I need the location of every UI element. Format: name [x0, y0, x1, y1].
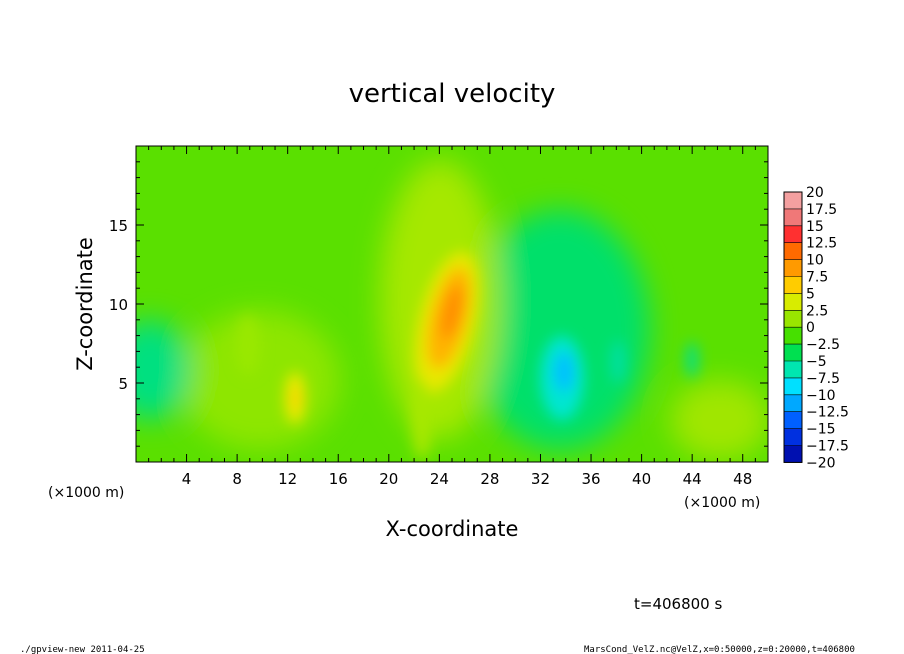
x-axis: 4 8 12 16 20 24 28 32 36 40 44 48 — [148, 146, 756, 488]
x-unit-label-right: (×1000 m) — [684, 495, 760, 511]
minor-up-2 — [412, 380, 432, 460]
chart-title: vertical velocity — [349, 79, 556, 109]
colorbar-label: 5 — [806, 286, 815, 302]
footer-left: ./gpview-new 2011-04-25 — [20, 645, 145, 654]
footer-right: MarsCond_VelZ.nc@VelZ,x=0:50000,z=0:2000… — [584, 645, 855, 654]
colorbar-swatch — [784, 394, 802, 412]
colorbar-label: −7.5 — [806, 371, 840, 387]
colorbar-swatch — [784, 293, 802, 311]
colorbar-swatch — [784, 445, 802, 463]
colorbar-label: 15 — [806, 219, 824, 235]
colorbar-label: 12.5 — [806, 236, 837, 252]
x-tick-label: 4 — [182, 470, 192, 488]
colorbar-label: 20 — [806, 185, 824, 201]
colorbar-swatch — [784, 259, 802, 277]
colorbar-swatch — [784, 242, 802, 260]
colorbar-swatch — [784, 192, 802, 209]
colorbar-swatch — [784, 276, 802, 294]
colorbar-label: −20 — [806, 455, 836, 471]
colorbar-swatch — [784, 377, 802, 395]
x-tick-label: 20 — [379, 470, 398, 488]
field-region-west-edge — [136, 320, 190, 420]
secondary-updraft-core — [292, 388, 300, 408]
colorbar-label: −12.5 — [806, 405, 849, 421]
heatmap-field — [136, 146, 768, 462]
minor-up-1 — [236, 315, 260, 375]
y-tick-label: 5 — [118, 375, 128, 393]
minor-down-2 — [686, 342, 698, 378]
colorbar-swatch — [784, 225, 802, 243]
field-region-lower-right — [670, 380, 768, 460]
x-tick-label: 16 — [329, 470, 348, 488]
colorbar-label: −15 — [806, 422, 836, 438]
colorbar-swatch — [784, 327, 802, 345]
colorbar-label: −2.5 — [806, 337, 840, 353]
colorbar-label: 0 — [806, 320, 815, 336]
x-tick-label: 8 — [232, 470, 242, 488]
colorbar-swatch — [784, 428, 802, 446]
x-tick-label: 48 — [733, 470, 752, 488]
colorbar-label: 17.5 — [806, 202, 837, 218]
colorbar-label: 2.5 — [806, 303, 828, 319]
colorbar-label: 7.5 — [806, 270, 828, 286]
colorbar-swatch — [784, 310, 802, 328]
x-tick-label: 24 — [430, 470, 449, 488]
y-axis: 5 10 15 — [109, 161, 768, 447]
x-axis-label: X-coordinate — [386, 517, 519, 541]
y-tick-label: 10 — [109, 296, 128, 314]
colorbar: 2017.51512.5107.552.50−2.5−5−7.5−10−12.5… — [783, 185, 849, 471]
x-tick-label: 28 — [480, 470, 499, 488]
colorbar-swatch — [784, 208, 802, 226]
field-region-east — [180, 310, 340, 450]
colorbar-label: −17.5 — [806, 439, 849, 455]
minor-down-1 — [610, 340, 626, 384]
colorbar-swatch — [784, 361, 802, 378]
time-annotation: t=406800 s — [634, 595, 722, 613]
colorbar-swatch — [784, 411, 802, 429]
x-tick-label: 40 — [632, 470, 651, 488]
x-tick-label: 32 — [531, 470, 550, 488]
updraft-core — [440, 284, 464, 340]
x-tick-label: 12 — [278, 470, 297, 488]
x-tick-label: 44 — [683, 470, 702, 488]
downdraft-core — [554, 352, 574, 392]
colorbar-label: −5 — [806, 354, 827, 370]
colorbar-label: −10 — [806, 388, 836, 404]
y-tick-label: 15 — [109, 217, 128, 235]
colorbar-label: 10 — [806, 253, 824, 269]
x-unit-label: (×1000 m) — [48, 485, 124, 501]
field-region-downdraft-broad — [470, 210, 650, 450]
y-axis-label: Z-coordinate — [73, 237, 97, 371]
colorbar-swatch — [784, 344, 802, 361]
x-tick-label: 36 — [581, 470, 600, 488]
